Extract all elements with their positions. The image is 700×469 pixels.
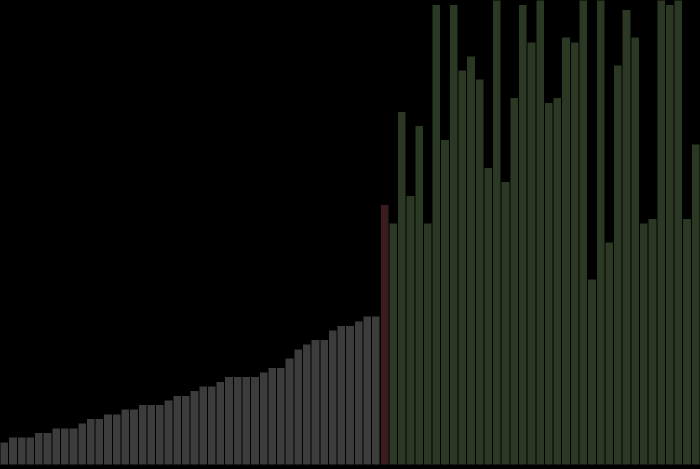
unsorted-bar	[518, 4, 528, 466]
sorted-bar	[345, 325, 355, 466]
sorted-bar	[94, 418, 105, 466]
unsorted-bar	[483, 166, 494, 466]
unsorted-bar	[673, 0, 684, 466]
unsorted-bar	[474, 78, 485, 466]
sorted-bar	[146, 404, 157, 466]
unsorted-bar	[535, 0, 545, 466]
unsorted-bar	[414, 125, 424, 466]
sorted-bar	[51, 427, 61, 466]
unsorted-bar	[457, 69, 468, 466]
sorted-bar	[16, 436, 27, 466]
sorted-bar	[284, 357, 295, 466]
unsorted-bar	[656, 0, 666, 466]
sorted-bar	[129, 408, 139, 466]
sorted-bar	[276, 366, 286, 466]
sorted-bar	[68, 427, 79, 466]
unsorted-bar	[561, 36, 571, 466]
unsorted-bar	[690, 143, 700, 466]
sorted-bar	[224, 376, 234, 466]
unsorted-bar	[466, 55, 476, 466]
unsorted-bar	[397, 111, 407, 466]
sorted-bar	[232, 376, 243, 466]
sorted-bar	[8, 436, 18, 466]
sorted-bar	[34, 431, 44, 466]
unsorted-bar	[526, 41, 537, 466]
sorted-bar	[310, 338, 321, 466]
sorted-bar	[336, 325, 347, 466]
sorted-bar	[353, 320, 364, 466]
sorted-bar	[327, 329, 338, 466]
sorted-bar	[163, 399, 174, 466]
sorted-bar	[180, 394, 191, 466]
sorted-bar	[319, 338, 329, 466]
sorted-bar	[77, 422, 87, 466]
sorted-bar	[25, 436, 36, 466]
sorted-bar	[293, 348, 303, 466]
unsorted-bar	[543, 101, 554, 466]
unsorted-bar	[422, 222, 433, 466]
sorted-bar	[371, 315, 381, 466]
sorted-bar	[362, 315, 373, 466]
sorted-bar	[172, 394, 182, 466]
sorted-bar	[189, 390, 200, 466]
unsorted-bar	[613, 64, 623, 466]
unsorted-bar	[647, 218, 658, 466]
sorted-bar	[111, 413, 122, 466]
unsorted-bar	[639, 222, 649, 466]
pivot-bar	[379, 204, 390, 466]
sorted-bar	[301, 343, 312, 466]
sorted-bar	[103, 413, 113, 466]
unsorted-bar	[682, 218, 692, 466]
unsorted-bar	[569, 41, 580, 466]
unsorted-bar	[509, 97, 520, 466]
unsorted-bar	[492, 0, 502, 466]
unsorted-bar	[448, 4, 459, 466]
unsorted-bar	[440, 139, 450, 466]
sorted-bar	[206, 385, 217, 466]
unsorted-bar	[621, 8, 632, 466]
sorted-bar	[241, 376, 252, 466]
unsorted-bar	[630, 36, 640, 466]
sorted-bar	[198, 385, 208, 466]
sorted-bar	[215, 380, 226, 466]
unsorted-bar	[595, 0, 606, 466]
unsorted-bar	[587, 278, 597, 466]
sorted-bar	[137, 404, 148, 466]
sorted-bar	[120, 408, 131, 466]
sorted-bar	[85, 418, 96, 466]
sorted-bar	[267, 366, 278, 466]
unsorted-bar	[552, 97, 563, 466]
sorted-bar	[258, 371, 269, 466]
unsorted-bar	[405, 194, 416, 466]
unsorted-bar	[664, 4, 675, 466]
unsorted-bar	[604, 241, 615, 466]
sorted-bar	[0, 441, 10, 466]
unsorted-bar	[431, 4, 442, 466]
sorted-bar	[250, 376, 260, 466]
unsorted-bar	[500, 180, 511, 466]
sorted-bar	[59, 427, 70, 466]
sorted-bar	[155, 404, 165, 466]
unsorted-bar	[578, 0, 589, 466]
sorted-bar	[42, 431, 53, 466]
unsorted-bar	[388, 222, 399, 466]
